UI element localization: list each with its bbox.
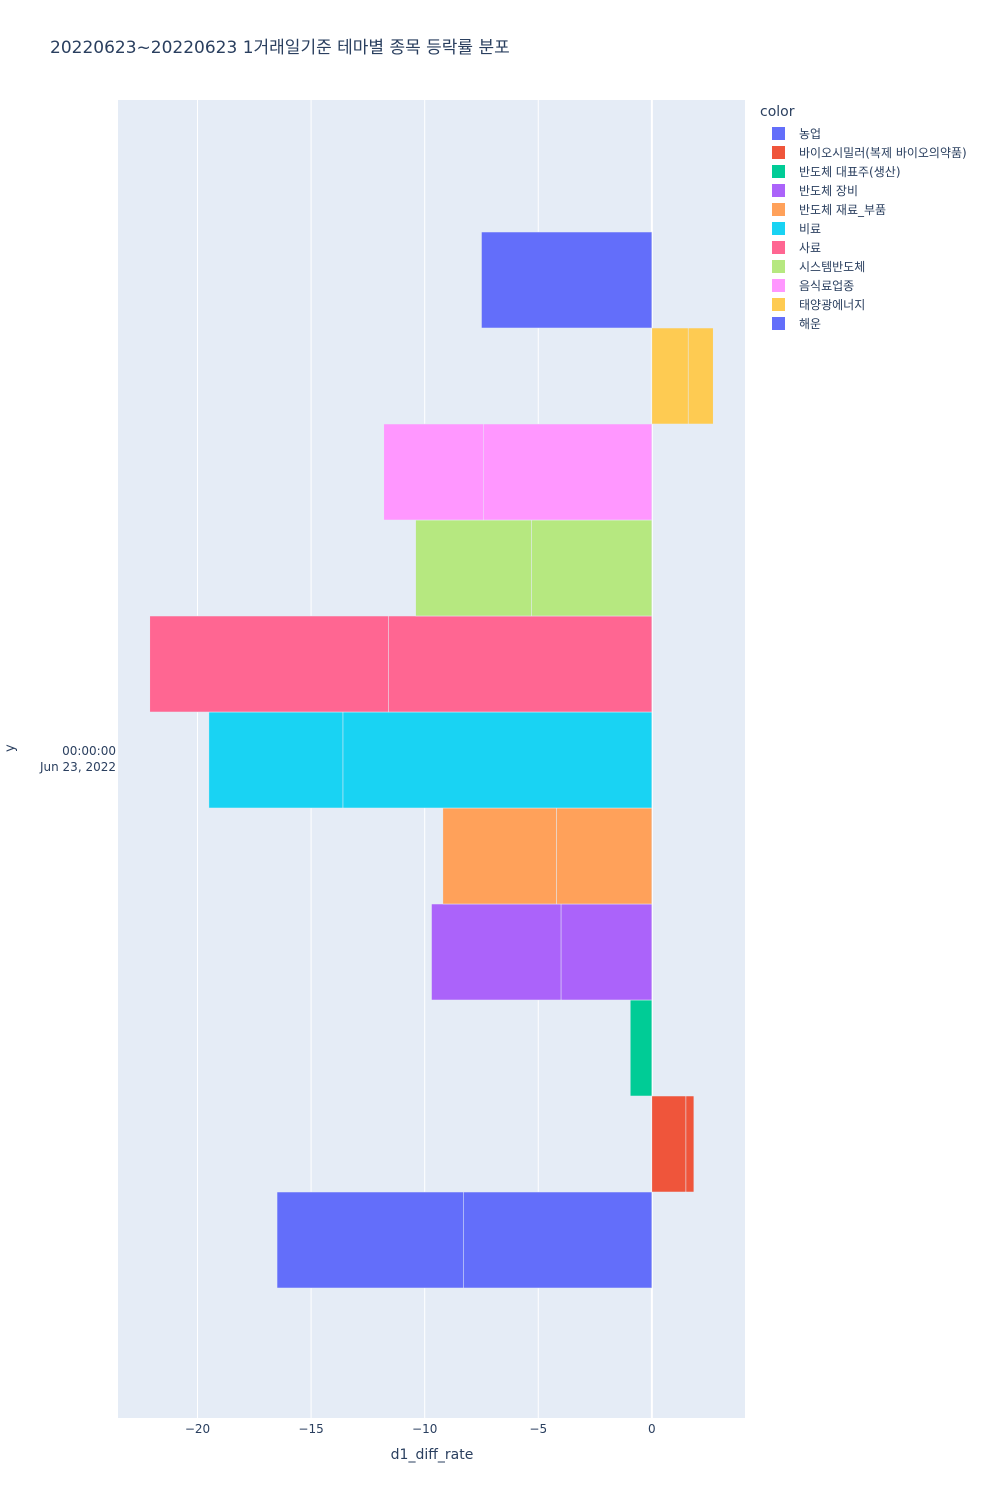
x-axis-label: d1_diff_rate <box>390 1447 474 1463</box>
legend-swatch <box>772 203 785 216</box>
x-tick-label: −10 <box>412 1422 437 1436</box>
bar-segment[interactable] <box>630 999 653 1097</box>
legend-swatch <box>772 241 785 254</box>
legend-title: color <box>760 104 795 120</box>
bar-segment[interactable] <box>383 423 485 521</box>
bar-segment[interactable] <box>687 327 714 425</box>
legend-item[interactable]: 반도체 대표주(생산) <box>760 162 967 181</box>
legend-item[interactable]: 농업 <box>760 124 967 143</box>
legend-swatch <box>772 317 785 330</box>
legend-item[interactable]: 음식료업종 <box>760 276 967 295</box>
legend-item[interactable]: 비료 <box>760 219 967 238</box>
x-tick-label: −5 <box>529 1422 547 1436</box>
legend-label: 음식료업종 <box>799 279 855 293</box>
legend-item[interactable]: 반도체 장비 <box>760 181 967 200</box>
legend-item[interactable]: 태양광에너지 <box>760 295 967 314</box>
bar-segment[interactable] <box>342 711 653 809</box>
legend-label: 시스템반도체 <box>799 260 866 274</box>
legend-label: 농업 <box>799 127 822 141</box>
legend-label: 해운 <box>799 317 822 331</box>
legend-item[interactable]: 사료 <box>760 238 967 257</box>
legend-swatch <box>772 184 785 197</box>
legend-label: 반도체 대표주(생산) <box>799 165 901 179</box>
bars <box>149 231 714 1289</box>
bar-segment[interactable] <box>651 327 689 425</box>
bar-segment[interactable] <box>481 231 653 329</box>
bar-segment[interactable] <box>276 1191 464 1289</box>
bar-segment[interactable] <box>556 807 653 905</box>
x-tick-labels: −20 −15 −10 −5 0 <box>185 1422 656 1436</box>
legend-item[interactable]: 반도체 재료_부품 <box>760 200 967 219</box>
bar-segment[interactable] <box>685 1095 695 1193</box>
bar-segment[interactable] <box>463 1191 653 1289</box>
x-tick-label: −15 <box>298 1422 323 1436</box>
legend-label: 태양광에너지 <box>799 298 866 312</box>
legend-item[interactable]: 시스템반도체 <box>760 257 967 276</box>
bar-segment[interactable] <box>388 615 653 713</box>
legend-label: 반도체 장비 <box>799 184 859 198</box>
legend-swatch <box>772 260 785 273</box>
legend-swatch <box>772 127 785 140</box>
legend-item[interactable]: 해운 <box>760 314 967 333</box>
y-tick-time: 00:00:00 <box>62 744 116 758</box>
bar-segment[interactable] <box>149 615 389 713</box>
y-tick-label: 00:00:00 Jun 23, 2022 <box>40 743 116 775</box>
bar-segment[interactable] <box>415 519 532 617</box>
y-axis-label: y <box>3 744 18 752</box>
bar-segment[interactable] <box>442 807 557 905</box>
y-tick-date: Jun 23, 2022 <box>39 760 116 774</box>
legend-label: 사료 <box>799 241 822 255</box>
bar-segment[interactable] <box>208 711 344 809</box>
bar-segment[interactable] <box>483 423 653 521</box>
chart-title: 20220623~20220623 1거래일기준 테마별 종목 등락률 분포 <box>50 38 510 58</box>
legend-swatch <box>772 165 785 178</box>
x-tick-label: 0 <box>648 1422 656 1436</box>
bar-segment[interactable] <box>531 519 653 617</box>
bar-segment[interactable] <box>651 1095 687 1193</box>
bar-segment[interactable] <box>560 903 653 1001</box>
bar-segment[interactable] <box>431 903 562 1001</box>
legend-label: 비료 <box>799 222 822 236</box>
legend-label: 반도체 재료_부품 <box>799 203 887 217</box>
legend-swatch <box>772 279 785 292</box>
legend-label: 바이오시밀러(복제 바이오의약품) <box>799 146 967 160</box>
x-tick-label: −20 <box>185 1422 210 1436</box>
legend-swatch <box>772 222 785 235</box>
legend-swatch <box>772 298 785 311</box>
legend-item[interactable]: 바이오시밀러(복제 바이오의약품) <box>760 143 967 162</box>
legend-swatch <box>772 146 785 159</box>
